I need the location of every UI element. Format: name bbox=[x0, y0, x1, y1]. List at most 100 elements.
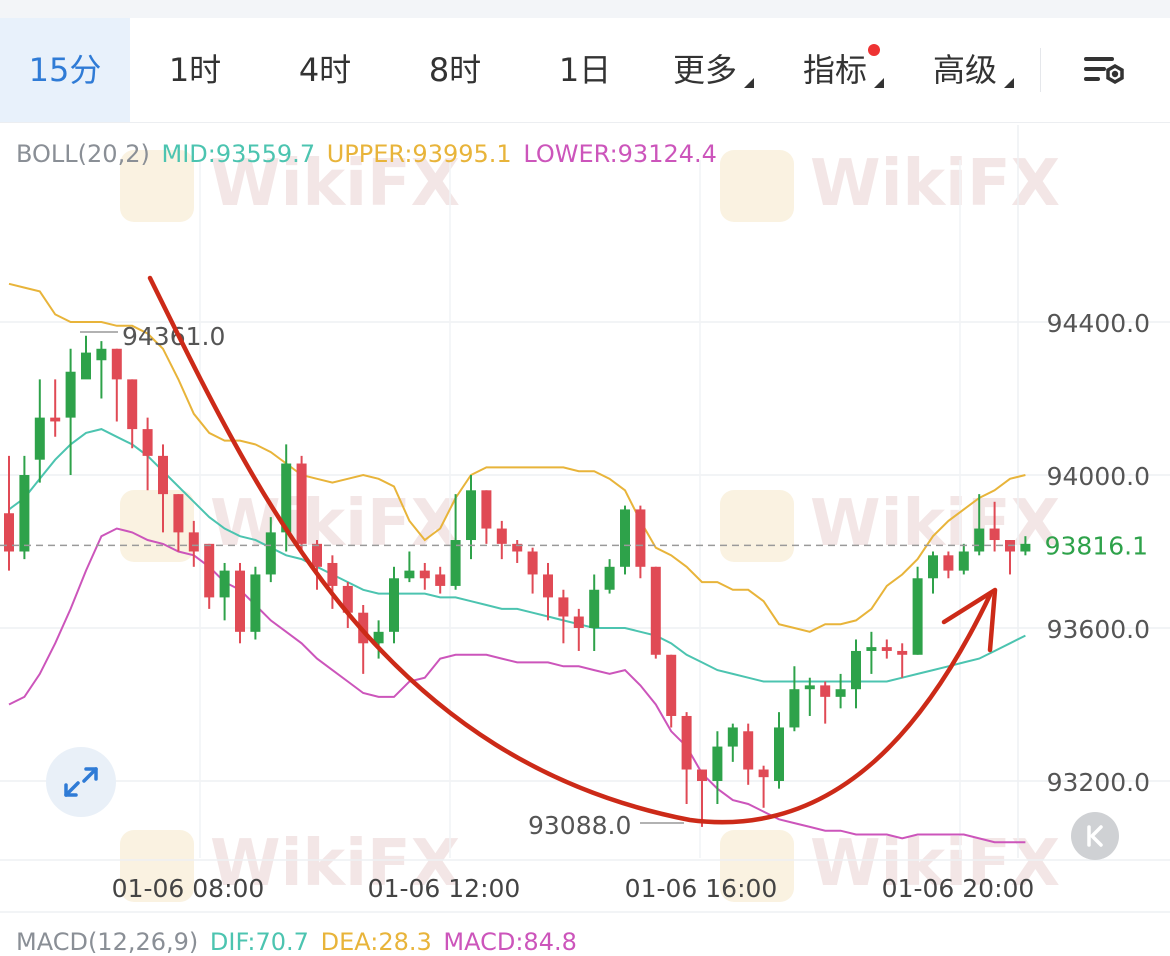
watermark-logo bbox=[120, 150, 194, 222]
tab-indicators[interactable]: 指标 bbox=[800, 18, 884, 122]
boll-upper: UPPER:93995.1 bbox=[326, 140, 512, 168]
candle-body bbox=[943, 555, 954, 571]
candle-body bbox=[481, 490, 492, 529]
candle-body bbox=[512, 543, 523, 552]
watermark-text: WikiFX bbox=[810, 147, 1060, 221]
candle-body bbox=[219, 570, 230, 598]
boll-name: BOLL(20,2) bbox=[16, 140, 150, 168]
candle-body bbox=[928, 555, 938, 579]
candle-body bbox=[958, 551, 969, 571]
candle-body bbox=[1020, 543, 1031, 552]
candle-body bbox=[712, 746, 723, 781]
annotation-arrow-head bbox=[941, 587, 998, 653]
skip-back-icon bbox=[1087, 825, 1103, 847]
candle-body bbox=[789, 689, 800, 728]
tab-advanced[interactable]: 高级 bbox=[930, 18, 1014, 122]
watermark-text: WikiFX bbox=[210, 147, 460, 221]
candle-body bbox=[774, 727, 784, 781]
boll-mid: MID:93559.7 bbox=[161, 140, 316, 168]
tab-1h[interactable]: 1时 bbox=[168, 51, 222, 89]
tab-separator bbox=[1040, 48, 1041, 92]
candle-body bbox=[173, 494, 184, 533]
candle-body bbox=[989, 528, 1000, 541]
candle-body bbox=[835, 689, 846, 697]
tab-indicators-label: 指标 bbox=[802, 51, 867, 89]
candle-body bbox=[34, 417, 45, 460]
macd-legend: MACD(12,26,9) DIF:70.7 DEA:28.3 MACD:84.… bbox=[16, 928, 581, 956]
candle-body bbox=[820, 685, 831, 697]
x-axis-tick-label: 01-06 08:00 bbox=[112, 874, 265, 903]
tab-more[interactable]: 更多 bbox=[670, 18, 754, 122]
candle-body bbox=[620, 509, 630, 567]
dropdown-triangle-icon bbox=[1004, 78, 1014, 88]
candle-body bbox=[558, 597, 569, 617]
tab-advanced-label: 高级 bbox=[932, 51, 997, 89]
top-strip bbox=[0, 0, 1170, 18]
candle-body bbox=[188, 532, 199, 552]
watermark-logo bbox=[720, 150, 794, 222]
macd-value: MACD:84.8 bbox=[443, 928, 577, 956]
fullscreen-button[interactable] bbox=[46, 747, 116, 817]
y-axis-tick-label: 94000.0 bbox=[1047, 462, 1150, 491]
candle-body bbox=[281, 463, 292, 533]
candle-body bbox=[697, 769, 707, 781]
y-axis-tick-label: 93600.0 bbox=[1047, 615, 1150, 644]
boll-upper-line bbox=[8, 282, 1026, 633]
candle-body bbox=[373, 631, 384, 644]
candle-body bbox=[604, 566, 615, 590]
candle-body bbox=[758, 769, 769, 778]
boll-lower: LOWER:93124.4 bbox=[523, 140, 717, 168]
candle-body bbox=[127, 379, 138, 430]
candle-body bbox=[466, 490, 476, 541]
candle-body bbox=[19, 475, 30, 552]
candle-body bbox=[650, 566, 661, 655]
candle-body bbox=[666, 654, 677, 716]
candle-body bbox=[527, 551, 538, 575]
x-axis-tick-label: 01-06 12:00 bbox=[368, 874, 521, 903]
candle-body bbox=[881, 647, 892, 651]
candle-body bbox=[265, 532, 276, 575]
candle-body bbox=[65, 371, 76, 418]
candle-body bbox=[974, 528, 985, 552]
scroll-to-latest-button[interactable] bbox=[1071, 812, 1119, 860]
low-marker-label: 93088.0 bbox=[528, 811, 631, 840]
tab-more-label: 更多 bbox=[672, 51, 737, 89]
candle-body bbox=[866, 647, 877, 651]
candle-body bbox=[635, 509, 646, 567]
candle-body bbox=[727, 727, 738, 747]
macd-name: MACD(12,26,9) bbox=[16, 928, 199, 956]
tab-1d[interactable]: 1日 bbox=[558, 51, 612, 89]
candle-body bbox=[250, 574, 261, 632]
watermark-logo bbox=[720, 490, 794, 562]
y-axis-tick-label: 93200.0 bbox=[1047, 768, 1150, 797]
x-axis-tick-label: 01-06 20:00 bbox=[882, 874, 1035, 903]
candle-body bbox=[296, 463, 307, 544]
watermark-text: WikiFX bbox=[210, 487, 460, 561]
tab-4h[interactable]: 4时 bbox=[298, 51, 352, 89]
candle-body bbox=[573, 616, 584, 628]
candle-body bbox=[111, 348, 122, 380]
y-axis-tick-label: 94400.0 bbox=[1047, 309, 1150, 338]
dropdown-triangle-icon bbox=[744, 78, 754, 88]
chart-settings-button[interactable] bbox=[1080, 50, 1130, 94]
candle-body bbox=[851, 650, 861, 690]
candle-body bbox=[158, 455, 168, 495]
notification-dot bbox=[868, 44, 880, 56]
tab-15min[interactable]: 15分 bbox=[0, 18, 130, 122]
candle-body bbox=[81, 352, 91, 380]
candle-body bbox=[804, 685, 815, 690]
candle-body bbox=[743, 731, 754, 770]
candle-body bbox=[96, 348, 107, 361]
dropdown-triangle-icon bbox=[874, 78, 884, 88]
candle-body bbox=[404, 570, 415, 579]
candle-body bbox=[589, 589, 600, 628]
candle-body bbox=[235, 570, 245, 632]
candle-body bbox=[389, 578, 399, 632]
watermark-logo bbox=[120, 830, 194, 902]
tab-8h[interactable]: 8时 bbox=[428, 51, 482, 89]
candle-body bbox=[450, 540, 461, 586]
candle-body bbox=[435, 574, 446, 586]
candle-body bbox=[50, 417, 61, 422]
candle-body bbox=[543, 574, 553, 598]
